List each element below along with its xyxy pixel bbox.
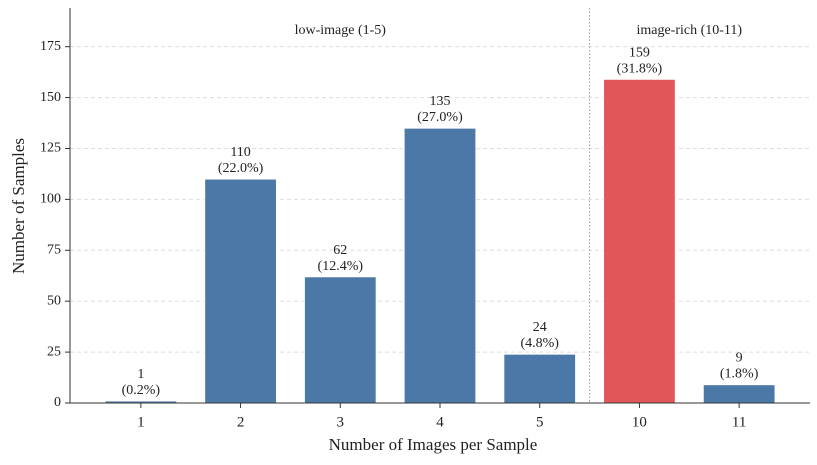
- bar: [503, 353, 577, 404]
- value-label: 159 (31.8%): [617, 45, 663, 76]
- group-annotation: image-rich (10-11): [636, 23, 742, 38]
- y-tick-label: 50: [47, 293, 61, 308]
- value-label: 135 (27.0%): [417, 94, 463, 125]
- value-label: 24 (4.8%): [520, 320, 559, 351]
- value-label: 110 (22.0%): [218, 145, 264, 176]
- bar: [702, 384, 776, 404]
- value-label: 62 (12.4%): [318, 243, 364, 274]
- bar: [204, 178, 277, 404]
- x-tick-label: 2: [237, 414, 245, 430]
- y-tick-label: 100: [40, 192, 61, 207]
- x-tick-label: 5: [536, 414, 544, 430]
- group-annotation: low-image (1-5): [295, 23, 387, 38]
- y-tick-label: 125: [40, 141, 61, 156]
- x-tick-label: 10: [632, 414, 647, 430]
- y-tick-label: 25: [47, 344, 61, 359]
- bar: [303, 276, 377, 404]
- bar: [603, 78, 676, 404]
- y-tick-label: 0: [54, 395, 61, 410]
- y-tick-label: 150: [40, 90, 61, 105]
- y-tick-label: 175: [40, 39, 61, 54]
- y-axis-label: Number of Samples: [9, 138, 28, 274]
- x-axis-label: Number of Images per Sample: [329, 435, 538, 454]
- x-tick-label: 3: [337, 414, 345, 430]
- x-tick-label: 11: [732, 414, 746, 430]
- x-tick-label: 1: [137, 414, 145, 430]
- y-tick-label: 75: [47, 243, 61, 258]
- x-tick-label: 4: [436, 414, 444, 430]
- value-label: 1 (0.2%): [122, 367, 161, 398]
- value-label: 9 (1.8%): [720, 351, 759, 382]
- bar: [403, 127, 477, 404]
